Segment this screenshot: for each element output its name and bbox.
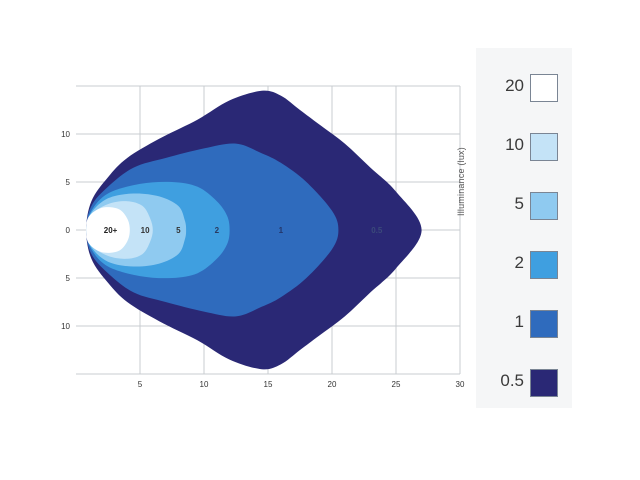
contour-label: 20+ <box>104 226 118 235</box>
legend-item: 2 <box>476 245 572 285</box>
x-axis-ticks: 5 10 15 20 25 30 <box>138 380 465 389</box>
legend-item: 0.5 <box>476 363 572 403</box>
legend-item: 10 <box>476 127 572 167</box>
legend-swatch <box>530 369 558 397</box>
x-tick-label: 25 <box>392 380 401 389</box>
legend-swatch <box>530 133 558 161</box>
legend-item-label: 2 <box>514 253 524 272</box>
y-tick-label: 5 <box>66 274 71 283</box>
y-axis-ticks: 10 5 0 5 10 <box>61 130 70 331</box>
x-tick-label: 10 <box>200 380 209 389</box>
legend-item-label: 20 <box>505 76 524 95</box>
contour-label: 0.5 <box>371 226 383 235</box>
legend-item: 1 <box>476 304 572 344</box>
y-tick-label: 0 <box>66 226 71 235</box>
legend-item: 20 <box>476 68 572 108</box>
contour-label: 10 <box>141 226 150 235</box>
legend-swatch <box>530 310 558 338</box>
legend-item-label: 0.5 <box>500 371 524 390</box>
legend-swatch <box>530 251 558 279</box>
x-tick-label: 30 <box>456 380 465 389</box>
legend: 20 10 5 2 1 0.5 <box>476 48 572 408</box>
contour-layers <box>86 90 422 370</box>
x-tick-label: 15 <box>264 380 273 389</box>
legend-title: Illuminance (lux) <box>456 147 466 216</box>
legend-swatch <box>530 192 558 220</box>
y-tick-label: 5 <box>66 178 71 187</box>
legend-item-label: 10 <box>505 135 524 154</box>
contour-label: 5 <box>176 226 181 235</box>
x-tick-label: 20 <box>328 380 337 389</box>
y-tick-label: 10 <box>61 322 70 331</box>
x-tick-label: 5 <box>138 380 143 389</box>
contour-label: 2 <box>215 226 220 235</box>
contour-annotations: 20+ 10 5 2 1 0.5 <box>104 226 383 235</box>
legend-item-label: 1 <box>514 312 524 331</box>
contour-20 <box>86 207 130 253</box>
legend-item: 5 <box>476 186 572 226</box>
y-tick-label: 10 <box>61 130 70 139</box>
legend-swatch <box>530 74 558 102</box>
contour-label: 1 <box>279 226 284 235</box>
legend-item-label: 5 <box>514 194 524 213</box>
